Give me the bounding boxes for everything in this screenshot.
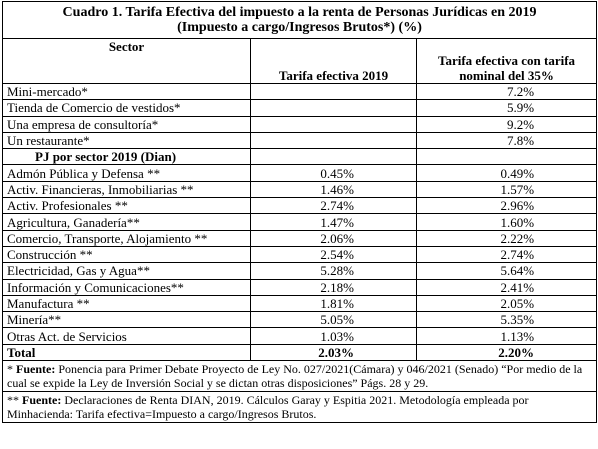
rate-35: 1.57% <box>415 180 598 199</box>
footnote: ** Fuente: Declaraciones de Renta DIAN, … <box>1 391 598 424</box>
rate-2019: 2.74% <box>250 197 417 215</box>
data-row: Minería** 5.05% 5.35% <box>2 311 598 329</box>
rate-2019: 0.45% <box>250 164 417 182</box>
rate-2019: 1.03% <box>250 327 417 345</box>
data-row: Tienda de Comercio de vestidos* 5.9% <box>2 99 598 117</box>
rate-2019: 5.28% <box>250 262 417 280</box>
rate-2019: 1.47% <box>250 213 417 231</box>
rate-35: 2.96% <box>415 197 598 215</box>
data-row: Mini-mercado* 7.2% <box>2 82 598 101</box>
rate-35: 2.20% <box>415 343 598 362</box>
title-line: Cuadro 1. Tarifa Efectiva del impuesto a… <box>62 5 537 20</box>
header-cell: Tarifa efectiva con tarifa nominal del 3… <box>415 38 598 84</box>
rate-35: 7.2% <box>415 82 598 101</box>
row-label: Un restaurante* <box>2 131 251 150</box>
empty-cell <box>415 148 598 166</box>
note-row: ** Fuente: Declaraciones de Renta DIAN, … <box>1 391 598 424</box>
note-label: Fuente: <box>22 393 62 408</box>
row-label: Activ. Profesionales ** <box>2 197 251 215</box>
rate-35: 1.13% <box>415 327 598 345</box>
row-label: Información y Comunicaciones** <box>2 278 251 296</box>
rate-35: 5.35% <box>415 311 598 329</box>
rate-35: 7.8% <box>415 131 598 150</box>
note-label: Fuente: <box>16 362 56 377</box>
row-label: Mini-mercado* <box>2 82 251 101</box>
note-text: Declaraciones de Renta DIAN, 2019. Cálcu… <box>7 393 529 422</box>
footnote: * Fuente: Ponencia para Primer Debate Pr… <box>1 360 598 393</box>
header-row: Sector Tarifa efectiva 2019 Tarifa efectiv… <box>2 38 598 84</box>
rate-35: 9.2% <box>415 115 598 133</box>
rate-35: 2.41% <box>415 278 598 296</box>
section-row: PJ por sector 2019 (Dian) <box>2 148 598 166</box>
row-label: Manufactura ** <box>2 294 251 313</box>
data-row: Otras Act. de Servicios 1.03% 1.13% <box>2 327 598 345</box>
rate-2019 <box>250 82 417 101</box>
rate-2019: 2.06% <box>250 229 417 247</box>
rate-2019: 2.03% <box>250 343 417 362</box>
note-row: * Fuente: Ponencia para Primer Debate Pr… <box>1 360 598 393</box>
row-label: Agricultura, Ganadería** <box>2 213 251 231</box>
header-cell: Tarifa efectiva 2019 <box>250 38 417 84</box>
row-label: Comercio, Transporte, Alojamiento ** <box>2 229 251 247</box>
row-label: Minería** <box>2 311 251 329</box>
title-line: (Impuesto a cargo/Ingresos Brutos*) (%) <box>177 20 422 35</box>
data-row: Manufactura ** 1.81% 2.05% <box>2 294 598 313</box>
data-row: Activ. Profesionales ** 2.74% 2.96% <box>2 197 598 215</box>
rate-2019 <box>250 115 417 133</box>
data-row: Activ. Financieras, Inmobiliarias ** 1.46… <box>2 180 598 199</box>
rate-35: 0.49% <box>415 164 598 182</box>
rate-2019: 1.46% <box>250 180 417 199</box>
rate-2019: 2.54% <box>250 245 417 264</box>
rate-2019: 1.81% <box>250 294 417 313</box>
header-cell: Sector <box>2 38 251 84</box>
title-row: Cuadro 1. Tarifa Efectiva del impuesto a… <box>1 1 598 39</box>
data-row: Una empresa de consultoría* 9.2% <box>2 115 598 133</box>
row-label: Una empresa de consultoría* <box>2 115 251 133</box>
rate-2019 <box>250 131 417 150</box>
row-label: Electricidad, Gas y Agua** <box>2 262 251 280</box>
rate-35: 2.22% <box>415 229 598 247</box>
row-label: Admón Pública y Defensa ** <box>2 164 251 182</box>
rate-2019: 5.05% <box>250 311 417 329</box>
data-row: Información y Comunicaciones** 2.18% 2.41% <box>2 278 598 296</box>
data-row: Total 2.03% 2.20% <box>2 343 598 362</box>
note-text: Ponencia para Primer Debate Proyecto de … <box>7 362 583 391</box>
note-mark: * <box>7 362 13 377</box>
rate-35: 2.05% <box>415 294 598 313</box>
rate-2019: 2.18% <box>250 278 417 296</box>
row-label: Activ. Financieras, Inmobiliarias ** <box>2 180 251 199</box>
data-row: Construcción ** 2.54% 2.74% <box>2 245 598 264</box>
rate-35: 5.64% <box>415 262 598 280</box>
title-cell: Cuadro 1. Tarifa Efectiva del impuesto a… <box>1 1 598 39</box>
rate-35: 1.60% <box>415 213 598 231</box>
section-label: PJ por sector 2019 (Dian) <box>2 148 251 166</box>
row-label: Total <box>2 343 251 362</box>
rate-35: 2.74% <box>415 245 598 264</box>
data-row: Electricidad, Gas y Agua** 5.28% 5.64% <box>2 262 598 280</box>
rate-35: 5.9% <box>415 99 598 117</box>
data-row: Comercio, Transporte, Alojamiento ** 2.06… <box>2 229 598 247</box>
rate-2019 <box>250 99 417 117</box>
data-row: Agricultura, Ganadería** 1.47% 1.60% <box>2 213 598 231</box>
data-row: Un restaurante* 7.8% <box>2 131 598 150</box>
note-mark: ** <box>7 393 19 408</box>
data-row: Admón Pública y Defensa ** 0.45% 0.49% <box>2 164 598 182</box>
row-label: Tienda de Comercio de vestidos* <box>2 99 251 117</box>
row-label: Otras Act. de Servicios <box>2 327 251 345</box>
empty-cell <box>250 148 417 166</box>
tax-table: Cuadro 1. Tarifa Efectiva del impuesto a… <box>1 1 598 424</box>
row-label: Construcción ** <box>2 245 251 264</box>
